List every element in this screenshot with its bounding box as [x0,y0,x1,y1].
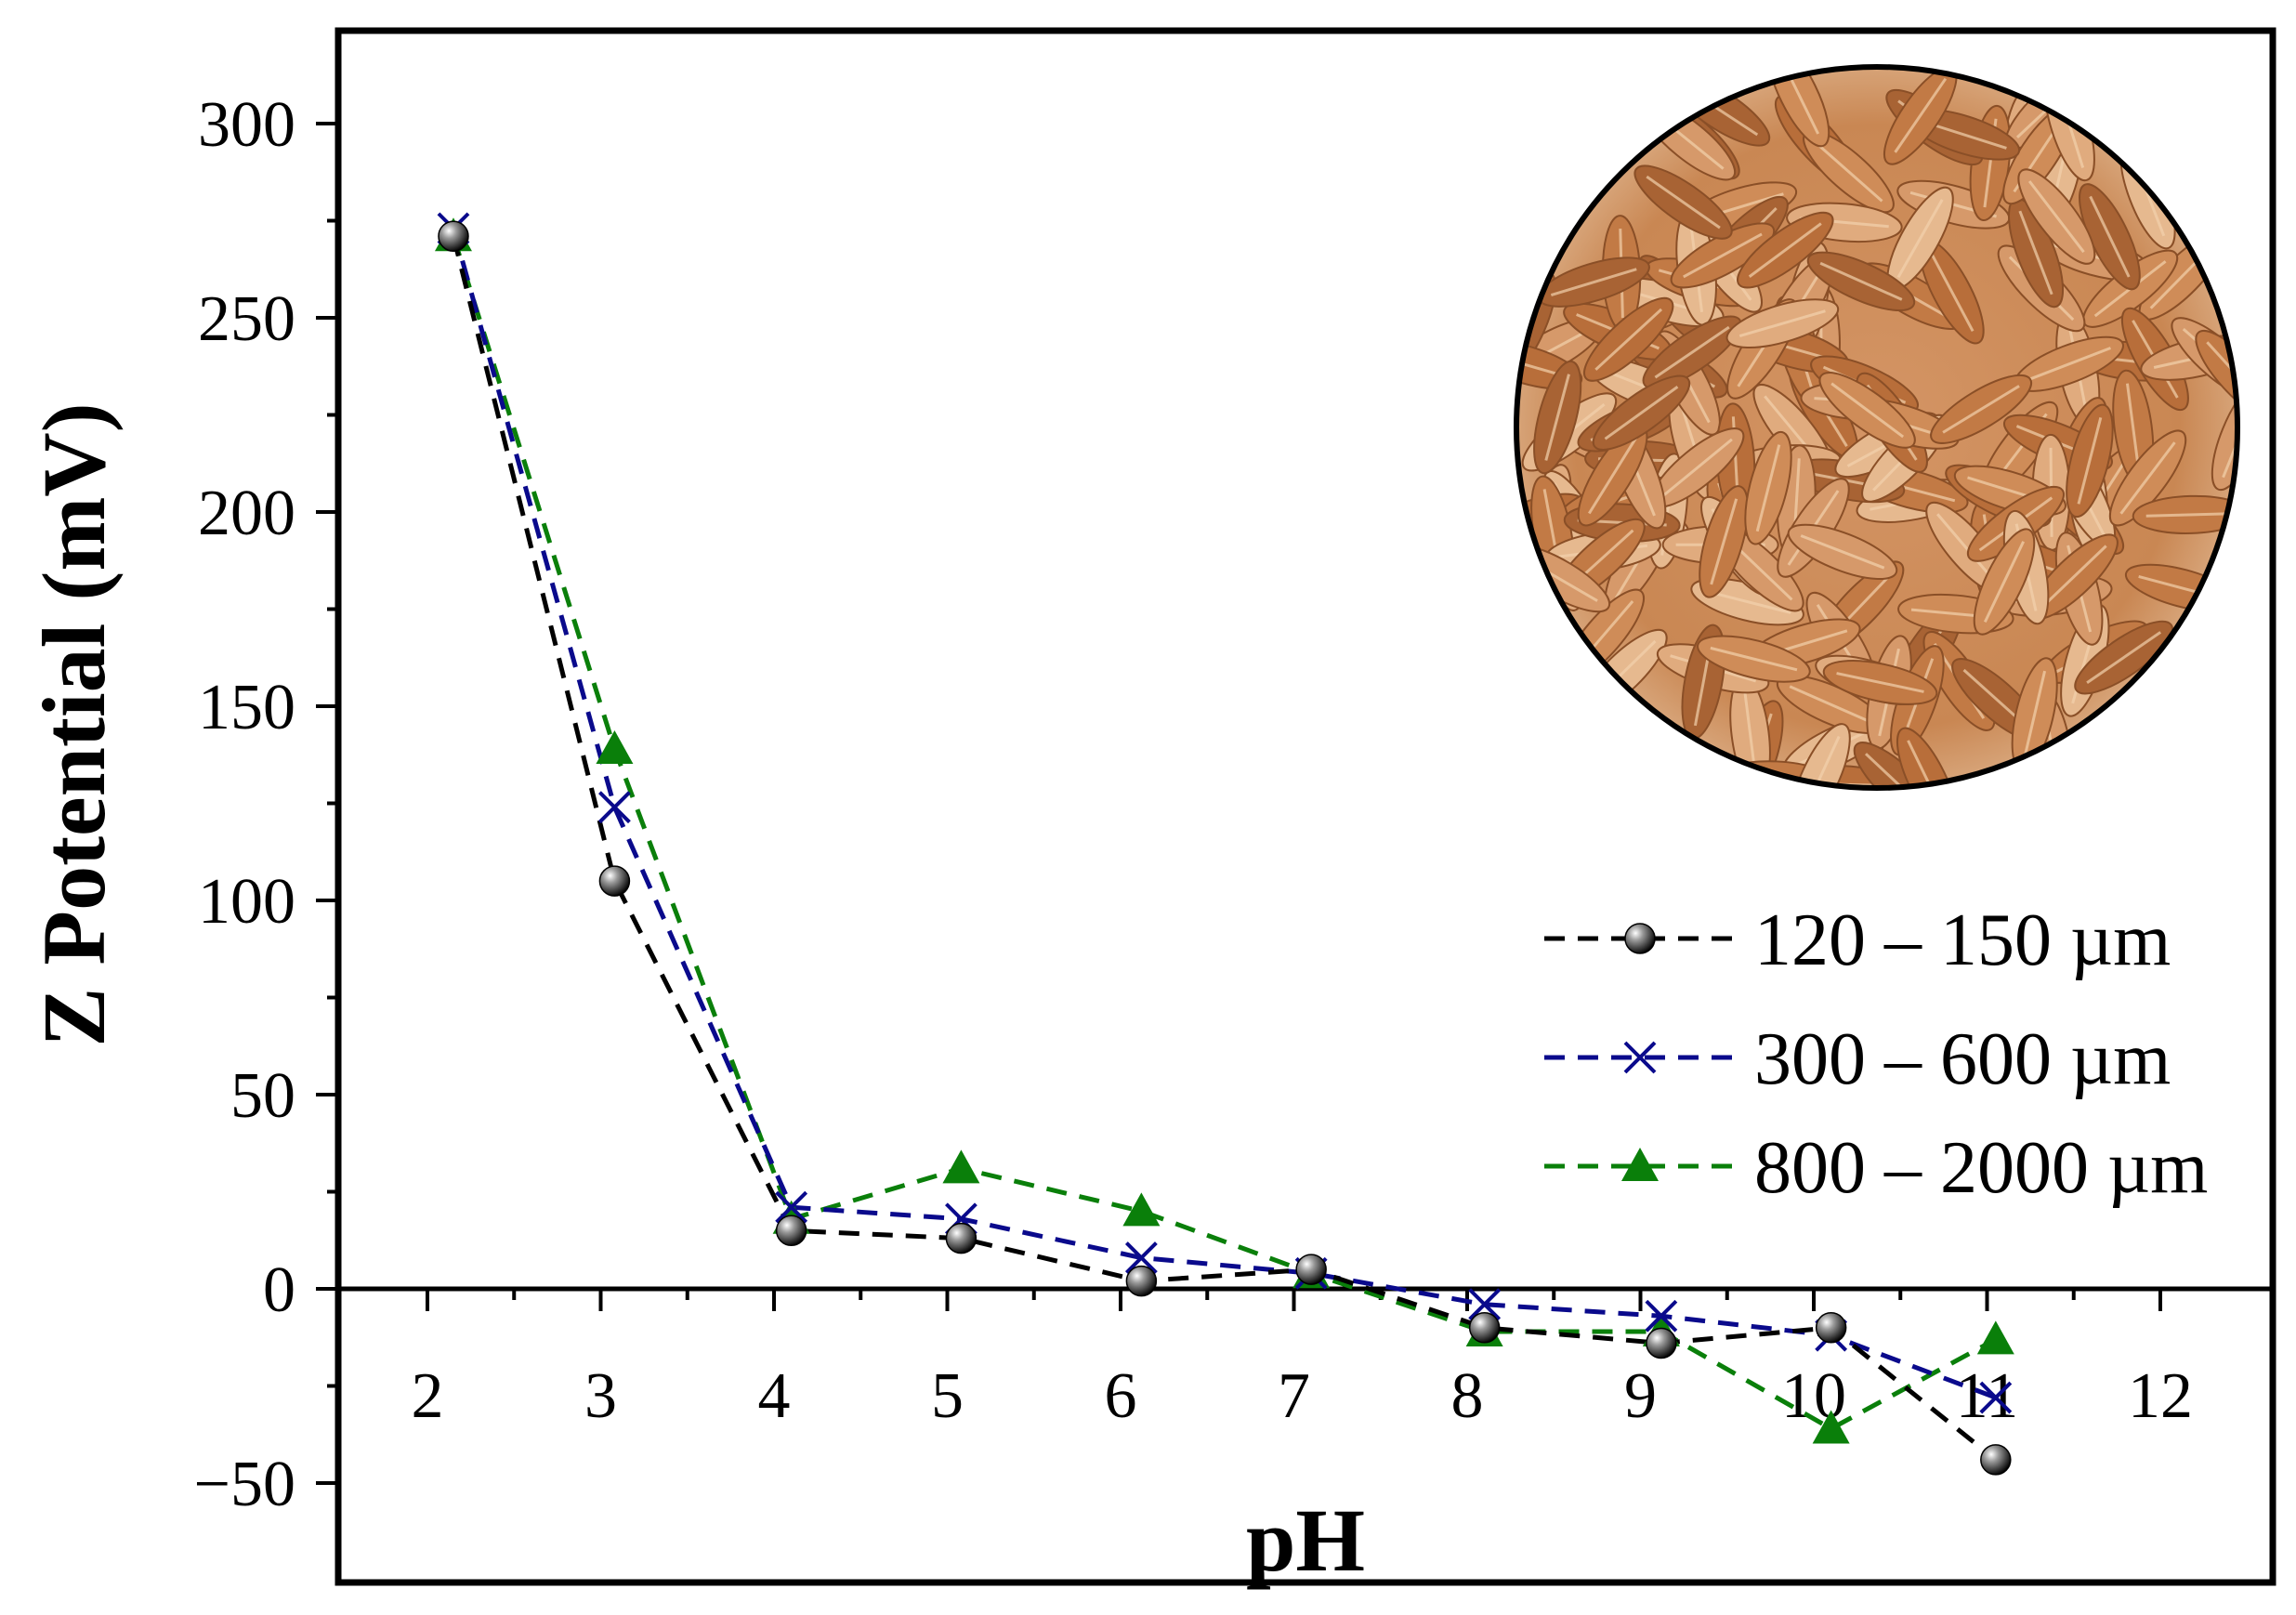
husk-ridge [2027,347,2112,382]
data-point [945,1222,977,1254]
husk-ridge [1814,140,1883,203]
series-line [451,235,1998,1432]
husk-ridge [1588,437,1638,515]
husk-ridge [1544,374,1570,461]
husk-ridge [1836,672,1924,693]
data-point [1468,1288,1502,1321]
husk-ridge [2018,210,2053,295]
husk-ridge [2125,383,2141,473]
husk-ridge [1703,589,1791,614]
legend-label: 800 – 2000 µm [1754,1127,2208,1209]
husk-ridge [1683,232,1763,279]
data-point [1812,1410,1850,1444]
husk-ridge [2023,670,2047,758]
y-tick-label: 300 [198,89,295,161]
husk-ridge [1935,513,1997,584]
husk-ridge [1516,350,1569,379]
data-point [1645,1299,1678,1333]
husk-ridge [2027,180,2085,254]
y-tick-label: 150 [198,672,295,743]
data-point [1125,1265,1158,1297]
data-point [1468,1312,1501,1344]
husk-ridge [1661,438,1733,497]
data-point [598,865,631,897]
husk-ridge [1896,199,1944,279]
husk-ridge [1830,382,1905,439]
y-tick-label: 250 [198,283,295,355]
husk-ridge [2086,631,2162,685]
x-tick-label: 12 [2128,1360,2193,1432]
husk-ridge [1594,308,1663,371]
x-tick-label: 5 [931,1360,964,1432]
x-axis-title: pH [1246,1490,1365,1590]
data-point [775,1215,807,1247]
legend-label: 300 – 600 µm [1754,1018,2171,1100]
husk-ridge [1800,735,1841,788]
series-line [451,235,1998,1462]
legend-marker [1623,1041,1657,1074]
x-tick-label: 9 [1624,1360,1657,1432]
husk-ridge [2089,195,2131,278]
x-tick-label: 8 [1451,1360,1484,1432]
husk-ridge [2145,512,2236,518]
data-point [1815,1312,1847,1344]
husk-ridge [1710,646,1798,672]
husk-ridge [1654,325,1730,379]
husk-ridge [1942,385,2020,434]
husk-ridge [1894,77,1948,153]
husk-ridge [1646,175,1721,230]
husk-ridge [1738,309,1826,337]
husk-ridge [2222,394,2237,479]
data-point [1646,1327,1677,1359]
x-tick-label: 6 [1105,1360,1137,1432]
husk-ridge [2040,545,2107,609]
husk-ridge [1864,753,1933,788]
husk-ridge [1604,386,1679,440]
data-point [1980,1444,2012,1476]
data-point [1976,1320,2014,1355]
husk-ridge [1800,534,1885,570]
data-point [598,791,631,824]
legend-entry: 120 – 150 µm [1544,899,2171,981]
data-point [438,220,469,252]
husk-ridge [1983,541,2026,624]
y-tick-label: 50 [230,1060,295,1132]
husk-ridge [2119,441,2176,515]
husk-ridge [1907,740,1948,788]
data-point [1979,1381,2013,1414]
legend-marker [1621,1148,1659,1181]
x-tick-label: 2 [412,1360,444,1432]
y-tick-label: −50 [194,1449,295,1520]
legend-entry: 300 – 600 µm [1544,1018,2171,1100]
x-tick-label: 4 [758,1360,791,1432]
y-tick-label: 0 [263,1254,295,1326]
data-point [942,1149,980,1184]
data-point [1295,1254,1327,1285]
husk-grain [2211,381,2237,492]
y-axis-title: Z Potential (mV) [24,402,124,1046]
data-point [775,1190,808,1224]
husk-ridge [1550,268,1637,296]
husk-ridge [1819,261,1903,301]
y-tick-label: 100 [198,866,295,938]
data-point [1122,1192,1161,1227]
y-tick-label: 200 [198,478,295,549]
legend-marker [1624,923,1656,954]
plot-frame [335,27,2276,1586]
husk-ridge [1748,222,1822,278]
legend-entry: 800 – 2000 µm [1544,1127,2208,1209]
x-tick-label: 3 [584,1360,617,1432]
husk-ridge [1755,444,1781,532]
rice-husk-photo-icon [1514,64,2240,791]
husk-ridge [1789,685,1872,724]
husk-ridge [2077,417,2103,505]
x-tick-label: 7 [1278,1360,1310,1432]
legend-label: 120 – 150 µm [1754,899,2171,981]
data-point [1124,1241,1158,1274]
husk-ridge [1929,251,1975,332]
husk-ridge [1710,498,1738,585]
data-point [596,729,634,764]
series-line [451,228,1997,1400]
